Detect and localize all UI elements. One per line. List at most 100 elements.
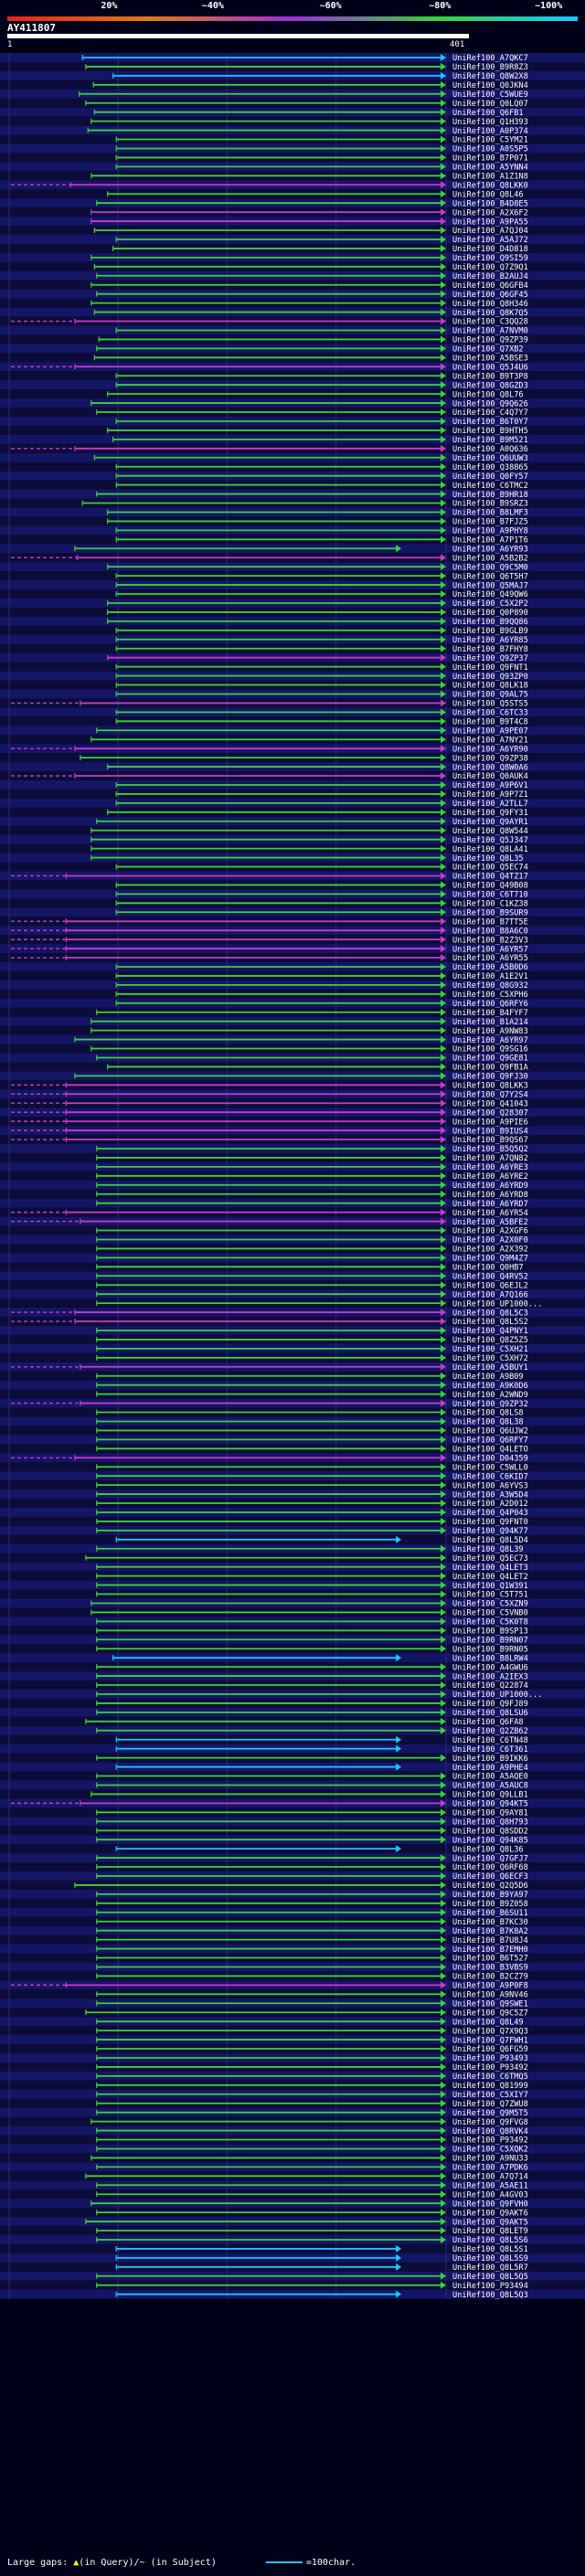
hit-label[interactable]: UniRef100_A2TLL7 bbox=[452, 800, 528, 809]
hit-label[interactable]: UniRef100_C6T710 bbox=[452, 891, 528, 900]
hit-label[interactable]: UniRef100_Q7GFJ7 bbox=[452, 1854, 528, 1863]
hit-label[interactable]: UniRef100_B9T3P8 bbox=[452, 372, 528, 381]
alignment-hit[interactable]: UniRef100_B7K8A2 bbox=[96, 1926, 528, 1936]
hit-label[interactable]: UniRef100_C5WLL0 bbox=[452, 1463, 528, 1472]
alignment-hit[interactable]: UniRef100_C5XH21 bbox=[96, 1344, 528, 1354]
hit-label[interactable]: UniRef100_C6TC33 bbox=[452, 709, 528, 718]
hit-label[interactable]: UniRef100_Q0FY57 bbox=[452, 472, 528, 482]
hit-label[interactable]: UniRef100_Q94K85 bbox=[452, 1836, 528, 1845]
hit-label[interactable]: UniRef100_Q8L5C3 bbox=[452, 1309, 528, 1318]
alignment-hit[interactable]: UniRef100_Q93ZP0 bbox=[115, 672, 528, 682]
alignment-hit[interactable]: UniRef100_A6YVS3 bbox=[96, 1481, 528, 1490]
alignment-hit[interactable]: UniRef100_B9T3P8 bbox=[115, 372, 528, 381]
alignment-hit[interactable]: UniRef100_B9YA97 bbox=[96, 1890, 528, 1900]
alignment-hit[interactable]: UniRef100_A9K0D6 bbox=[96, 1381, 528, 1391]
hit-label[interactable]: UniRef100_Q4LETO bbox=[452, 1446, 528, 1455]
hit-label[interactable]: UniRef100_Q22874 bbox=[452, 1681, 528, 1691]
alignment-hit[interactable]: UniRef100_A5AQE0 bbox=[96, 1772, 528, 1782]
alignment-hit[interactable]: UniRef100_C5YM21 bbox=[115, 135, 528, 145]
hit-label[interactable]: UniRef100_A6YR90 bbox=[452, 745, 528, 754]
hit-label[interactable]: UniRef100_Q8Z5Z5 bbox=[452, 1336, 528, 1345]
hit-label[interactable]: UniRef100_C5XH72 bbox=[452, 1354, 528, 1363]
hit-label[interactable]: UniRef100_Q2Q5D6 bbox=[452, 1882, 528, 1891]
hit-label[interactable]: UniRef100_Q8L5S9 bbox=[452, 2254, 528, 2263]
alignment-hit[interactable]: UniRef100_Q4P043 bbox=[96, 1508, 528, 1518]
hit-label[interactable]: UniRef100_Q9SG16 bbox=[452, 1045, 528, 1055]
hit-label[interactable]: UniRef100_A9PIE6 bbox=[452, 1118, 528, 1127]
hit-label[interactable]: UniRef100_Q81999 bbox=[452, 2082, 528, 2091]
hit-label[interactable]: UniRef100_B7P071 bbox=[452, 154, 528, 164]
hit-label[interactable]: UniRef100_P93493 bbox=[452, 2054, 528, 2063]
alignment-hit[interactable]: UniRef100_Q49B08 bbox=[115, 881, 528, 891]
hit-label[interactable]: UniRef100_Q0P890 bbox=[452, 609, 528, 618]
alignment-hit[interactable]: UniRef100_Q8W0A6 bbox=[107, 763, 528, 772]
alignment-hit[interactable]: UniRef100_A6YRD9 bbox=[96, 1181, 528, 1191]
hit-label[interactable]: UniRef100_Q9ZP37 bbox=[452, 654, 528, 663]
hit-label[interactable]: UniRef100_B9T4C8 bbox=[452, 718, 528, 727]
hit-label[interactable]: UniRef100_A4GV03 bbox=[452, 2190, 528, 2200]
hit-label[interactable]: UniRef100_D04359 bbox=[452, 1454, 528, 1463]
alignment-hit[interactable]: UniRef100_Q8G932 bbox=[115, 981, 528, 991]
hit-label[interactable]: UniRef100_Q7FWH1 bbox=[452, 2036, 528, 2045]
hit-label[interactable]: UniRef100_A7PDK6 bbox=[452, 2164, 528, 2173]
alignment-hit[interactable]: UniRef100_Q9ZP37 bbox=[107, 653, 528, 663]
alignment-hit[interactable]: UniRef100_A5BSE3 bbox=[93, 354, 528, 364]
hit-label[interactable]: UniRef100_Q38865 bbox=[452, 463, 528, 472]
hit-label[interactable]: UniRef100_P93494 bbox=[452, 2282, 528, 2291]
hit-label[interactable]: UniRef100_Q8LET9 bbox=[452, 2227, 528, 2236]
hit-label[interactable]: UniRef100_UP1000... bbox=[452, 1299, 542, 1309]
alignment-hit[interactable]: UniRef100_Q6FB1 bbox=[93, 108, 524, 118]
alignment-hit[interactable]: UniRef100_Q8L5Q3 bbox=[115, 2290, 528, 2300]
alignment-hit[interactable]: UniRef100_B9GLB9 bbox=[115, 626, 528, 636]
alignment-hit[interactable]: UniRef100_A6YRE3 bbox=[96, 1162, 528, 1172]
alignment-hit[interactable]: UniRef100_Q9ZP32 bbox=[11, 1399, 528, 1409]
alignment-hit[interactable]: UniRef100_Q0JKN4 bbox=[92, 80, 528, 90]
hit-label[interactable]: UniRef100_Q49B08 bbox=[452, 882, 528, 891]
hit-label[interactable]: UniRef100_C5VNB0 bbox=[452, 1609, 528, 1618]
alignment-hit[interactable]: UniRef100_A4GV03 bbox=[96, 2190, 528, 2200]
hit-label[interactable]: UniRef100_Q8L46 bbox=[452, 190, 524, 199]
alignment-hit[interactable]: UniRef100_Q4LET3 bbox=[96, 1563, 528, 1573]
alignment-hit[interactable]: UniRef100_Q9M4Z7 bbox=[96, 1254, 528, 1264]
alignment-hit[interactable]: UniRef100_C6KID7 bbox=[96, 1472, 528, 1481]
alignment-hit[interactable]: UniRef100_A9PIE6 bbox=[11, 1118, 528, 1127]
hit-label[interactable]: UniRef100_Q0JKN4 bbox=[452, 81, 528, 90]
hit-label[interactable]: UniRef100_B1A214 bbox=[452, 1018, 528, 1027]
alignment-hit[interactable]: UniRef100_Q9FJ89 bbox=[96, 1699, 528, 1709]
hit-label[interactable]: UniRef100_A7QN82 bbox=[452, 1154, 528, 1163]
alignment-hit[interactable]: UniRef100_A9PE07 bbox=[96, 726, 528, 736]
alignment-hit[interactable]: UniRef100_B9HR18 bbox=[96, 490, 528, 500]
hit-label[interactable]: UniRef100_Q4RV52 bbox=[452, 1272, 528, 1281]
alignment-hit[interactable]: UniRef100_A5YNN4 bbox=[115, 163, 528, 173]
hit-label[interactable]: UniRef100_Q8L38 bbox=[452, 1418, 524, 1427]
hit-label[interactable]: UniRef100_C6TN48 bbox=[452, 1736, 528, 1745]
hit-label[interactable]: UniRef100_Q28307 bbox=[452, 1108, 528, 1118]
hit-label[interactable]: UniRef100_B9R8Z3 bbox=[452, 63, 528, 72]
alignment-hit[interactable]: UniRef100_A6YR97 bbox=[74, 1035, 528, 1045]
alignment-hit[interactable]: UniRef100_C5XZN9 bbox=[90, 1599, 528, 1609]
hit-label[interactable]: UniRef100_A5AE11 bbox=[452, 2181, 528, 2190]
alignment-hit[interactable]: UniRef100_B6T527 bbox=[96, 1954, 528, 1964]
hit-label[interactable]: UniRef100_Q9AL75 bbox=[452, 691, 528, 700]
hit-label[interactable]: UniRef100_A0Q636 bbox=[452, 445, 528, 454]
alignment-hit[interactable]: UniRef100_C5T751 bbox=[96, 1590, 528, 1600]
hit-label[interactable]: UniRef100_C5XZN9 bbox=[452, 1600, 528, 1609]
alignment-hit[interactable]: UniRef100_B2AUJ4 bbox=[96, 271, 528, 281]
alignment-hit[interactable]: UniRef100_Q9AYR1 bbox=[96, 817, 528, 827]
alignment-hit[interactable]: UniRef100_A9PHE4 bbox=[115, 1763, 528, 1773]
hit-label[interactable]: UniRef100_B8A6C0 bbox=[452, 927, 528, 936]
alignment-hit[interactable]: UniRef100_Q8L5Q5 bbox=[96, 2272, 528, 2282]
hit-label[interactable]: UniRef100_A5AQE0 bbox=[452, 1773, 528, 1782]
alignment-hit[interactable]: UniRef100_A5B0D6 bbox=[115, 962, 528, 972]
hit-label[interactable]: UniRef100_B9SUR9 bbox=[452, 908, 528, 917]
alignment-hit[interactable]: UniRef100_Q8LA41 bbox=[90, 844, 528, 854]
hit-label[interactable]: UniRef100_B7K8A2 bbox=[452, 1927, 528, 1936]
alignment-hit[interactable]: UniRef100_Q22874 bbox=[96, 1681, 528, 1691]
hit-label[interactable]: UniRef100_C6T361 bbox=[452, 1745, 528, 1754]
hit-label[interactable]: UniRef100_A6YR97 bbox=[452, 1036, 528, 1045]
alignment-hit[interactable]: UniRef100_Q9FY31 bbox=[107, 808, 528, 818]
alignment-hit[interactable]: UniRef100_A9P7Z1 bbox=[115, 790, 528, 800]
hit-label[interactable]: UniRef100_A9P0F8 bbox=[452, 1982, 528, 1991]
alignment-hit[interactable]: UniRef100_Q28307 bbox=[11, 1108, 528, 1118]
alignment-hit[interactable]: UniRef100_Q9FNT1 bbox=[115, 663, 528, 673]
